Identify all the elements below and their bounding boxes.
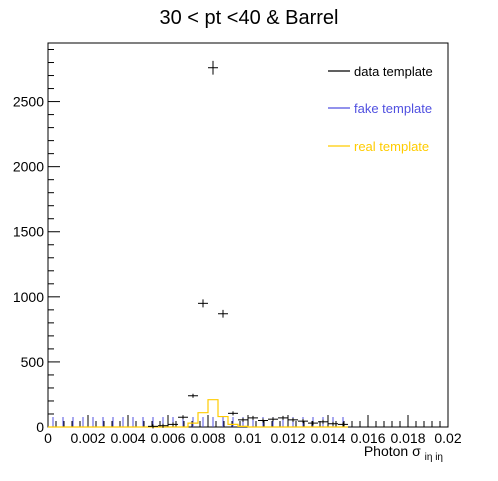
- x-tick-label: 0.01: [234, 430, 261, 446]
- y-axis-tick-labels: 0 500 1000 1500 2000 2500: [13, 94, 44, 435]
- x-axis-label-base: Photon σ: [364, 443, 421, 459]
- data-template-point: [248, 415, 258, 420]
- y-tick-label: 1500: [13, 224, 44, 240]
- data-template-point: [158, 423, 168, 428]
- x-tick-label: 0.02: [434, 430, 461, 446]
- x-tick-label: 0.018: [390, 430, 425, 446]
- x-axis-label: Photon σ iη iη: [364, 443, 443, 463]
- y-tick-label: 2000: [13, 159, 44, 175]
- chart-title: 30 < pt <40 & Barrel: [159, 7, 338, 29]
- x-tick-label: 0.012: [270, 430, 305, 446]
- y-tick-label: 0: [36, 419, 44, 435]
- x-axis-label-subscript: iη iη: [425, 452, 443, 463]
- x-axis-tick-labels: 0 0.002 0.004 0.006 0.008 0.01 0.012 0.014 0.016…: [44, 430, 462, 446]
- data-template-point: [278, 415, 288, 420]
- real-template-step-line: [48, 399, 348, 428]
- data-template-point: [238, 417, 248, 422]
- x-tick-label: 0.008: [190, 430, 225, 446]
- x-tick-label: 0.004: [110, 430, 145, 446]
- y-tick-label: 2500: [13, 94, 44, 110]
- data-template-point: [188, 393, 198, 398]
- data-template-point: [288, 417, 298, 422]
- data-template-point: [298, 419, 308, 424]
- y-axis-ticks: [48, 49, 60, 428]
- data-template-point: [258, 418, 268, 423]
- x-axis-ticks: [47, 415, 449, 427]
- data-template-point: [148, 424, 158, 429]
- data-template-point: [338, 422, 348, 427]
- data-template-point: [208, 60, 218, 75]
- data-template-point: [328, 421, 338, 426]
- data-template-point: [168, 422, 178, 427]
- x-tick-label: 0.006: [150, 430, 185, 446]
- data-template-point: [268, 417, 278, 422]
- legend-label: real template: [354, 139, 429, 154]
- x-tick-label: 0: [44, 430, 52, 446]
- data-template-point: [318, 419, 328, 424]
- data-template-point: [308, 421, 318, 426]
- legend-label: data template: [354, 64, 433, 79]
- data-template-point: [218, 309, 228, 318]
- x-tick-label: 0.014: [310, 430, 345, 446]
- data-template-point: [228, 411, 238, 416]
- x-tick-label: 0.016: [350, 430, 385, 446]
- y-tick-label: 500: [21, 354, 45, 370]
- data-template-series: [148, 60, 348, 429]
- legend: data template fake template real template: [328, 64, 433, 154]
- legend-label: fake template: [354, 101, 432, 116]
- x-tick-label: 0.002: [70, 430, 105, 446]
- data-template-point: [198, 299, 208, 308]
- data-template-point: [178, 415, 188, 420]
- y-tick-label: 1000: [13, 289, 44, 305]
